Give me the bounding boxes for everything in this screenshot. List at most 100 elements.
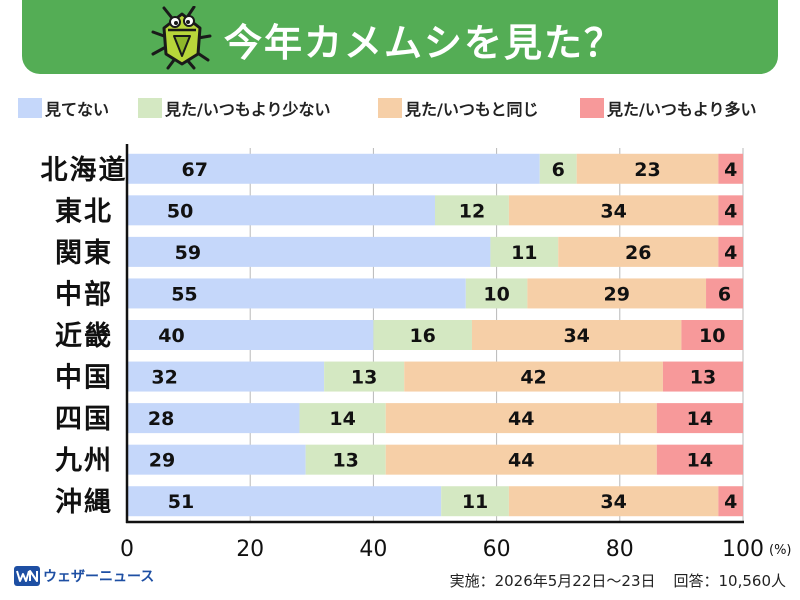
data-label: 44	[508, 450, 534, 472]
bar-segment	[471, 320, 682, 350]
data-label: 12	[459, 200, 485, 222]
x-tick-label: 100	[722, 537, 764, 562]
data-label: 34	[600, 200, 626, 222]
data-label: 13	[351, 367, 377, 389]
data-label: 16	[409, 325, 435, 347]
bar-segment	[127, 236, 491, 267]
data-label: 59	[175, 242, 201, 264]
brand-name: ウェザーニュース	[43, 569, 155, 585]
category-label: 沖縄	[55, 487, 113, 518]
legend-label: 見てない	[45, 100, 110, 119]
data-label: 11	[511, 242, 537, 264]
legend-item-not-seen: 見てない	[18, 96, 109, 120]
bar-segment	[508, 195, 719, 226]
survey-period: 実施：2026年5月22日〜23日	[449, 572, 656, 590]
category-label: 四国	[55, 404, 113, 435]
data-label: 6	[718, 283, 731, 305]
bar-segment	[127, 361, 325, 392]
bar-segment	[718, 236, 743, 267]
bar-segment	[706, 278, 743, 309]
bar-segment	[127, 403, 300, 434]
brand-logo: ウェザーニュース	[14, 566, 154, 586]
data-label: 4	[724, 159, 737, 181]
bar-segment	[404, 361, 663, 392]
data-label: 26	[625, 242, 651, 264]
legend-label: 見た/いつもより多い	[607, 100, 757, 119]
data-label: 34	[563, 325, 589, 347]
data-label: 29	[603, 283, 629, 305]
data-label: 28	[148, 408, 174, 430]
bar-segment	[558, 236, 719, 267]
x-tick-label: 80	[606, 537, 634, 562]
bar-segment	[576, 153, 719, 184]
data-label: 42	[520, 367, 546, 389]
bar-segment	[718, 153, 743, 184]
data-label: 10	[483, 283, 509, 305]
bar-segment	[127, 153, 540, 184]
legend-swatch	[18, 98, 42, 118]
legend-item-fewer: 見た/いつもより少ない	[138, 96, 331, 120]
bar-segment	[681, 320, 743, 350]
bar-segment	[299, 403, 386, 434]
data-label: 4	[724, 242, 737, 264]
data-label: 13	[690, 367, 716, 389]
x-tick-label: 40	[359, 537, 387, 562]
bar-segment	[305, 444, 386, 475]
x-tick-label: 20	[236, 537, 264, 562]
data-label: 44	[508, 408, 534, 430]
data-label: 67	[182, 159, 208, 181]
category-label: 中部	[55, 278, 113, 310]
category-label: 東北	[55, 196, 113, 227]
data-label: 40	[158, 325, 184, 347]
bar-segment	[127, 444, 306, 475]
data-label: 6	[552, 159, 565, 181]
bar-segment	[441, 486, 509, 517]
bar-segment	[539, 153, 577, 184]
bar-segment	[508, 486, 719, 517]
data-label: 11	[462, 491, 488, 513]
survey-note: 実施：2026年5月22日〜23日 回答：10,560人	[450, 570, 786, 591]
data-label: 55	[171, 283, 197, 305]
data-label: 32	[151, 367, 177, 389]
page-title: 今年カメムシを見た？	[224, 21, 625, 65]
data-label: 14	[687, 450, 713, 472]
bar-segment	[385, 403, 657, 434]
bar-segment	[656, 403, 743, 434]
data-label: 29	[149, 450, 175, 472]
legend-item-same: 見た/いつもと同じ	[378, 96, 539, 120]
legend-item-more: 見た/いつもより多い	[580, 96, 757, 120]
stink-bug-icon	[151, 6, 212, 70]
bar-segment	[656, 444, 743, 475]
legend-label: 見た/いつもと同じ	[405, 100, 539, 119]
data-label: 51	[168, 491, 194, 513]
data-label: 50	[167, 200, 193, 222]
category-label: 近畿	[55, 321, 113, 352]
title-banner: 今年カメムシを見た？	[22, 0, 778, 74]
legend-swatch	[138, 98, 162, 118]
bar-segment	[127, 486, 442, 517]
data-label: 4	[724, 200, 737, 222]
bar-segment	[127, 195, 435, 226]
category-label: 関東	[55, 238, 113, 269]
bar-segment	[662, 361, 743, 392]
legend-swatch	[580, 98, 604, 118]
bar-segment	[718, 195, 743, 226]
data-label: 13	[332, 450, 358, 472]
category-label: 中国	[55, 363, 113, 394]
bar-segment	[465, 278, 528, 309]
data-label: 4	[724, 491, 737, 513]
bar-segment	[718, 486, 743, 517]
data-label: 14	[687, 408, 713, 430]
category-label: 北海道	[41, 154, 128, 186]
weathernews-logo-icon	[14, 566, 40, 586]
bar-segment	[127, 320, 374, 350]
bar-segment	[490, 236, 559, 267]
data-label: 10	[699, 325, 725, 347]
bar-segment	[127, 278, 466, 309]
bar-segment	[527, 278, 707, 309]
legend-label: 見た/いつもより少ない	[165, 100, 331, 119]
x-tick-label: 0	[120, 537, 134, 562]
data-label: 23	[634, 159, 660, 181]
data-label: 34	[600, 491, 626, 513]
x-tick-label: 60	[483, 537, 511, 562]
